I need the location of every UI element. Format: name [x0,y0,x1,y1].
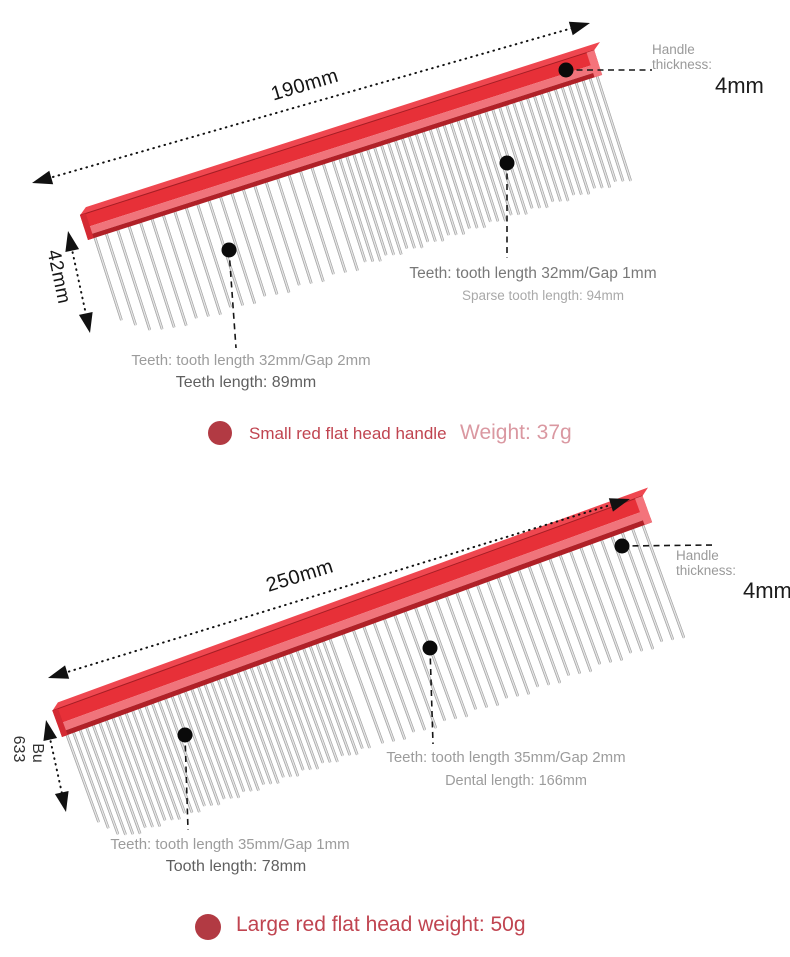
bullet-dot-small [208,421,232,445]
handle-thickness-label-top: Handle thickness: [652,42,713,73]
leader-fine-teeth-top [499,155,515,258]
side-label-bu: Bu [29,743,46,763]
small-comb-caption: Small red flat head handle [249,424,447,443]
coarse-teeth-annotation-bottom: Teeth: tooth length 35mm/Gap 2mm [386,749,626,766]
handle-thickness-label-bottom: Handle thickness: [676,548,737,579]
coarse-teeth-length-bottom: Dental length: 166mm [445,773,587,789]
large-comb-caption: Large red flat head weight: 50g [236,913,526,936]
small-comb-illustration [79,42,632,331]
coarse-teeth-length-top: Teeth length: 89mm [175,374,317,391]
handle-thickness-value-bottom: 4mm [743,578,790,603]
fine-teeth-annotation-top: Teeth: tooth length 32mm/Gap 1mm [409,265,657,282]
leader-handle-thickness-top [558,62,652,78]
fine-teeth-annotation-bottom: Teeth: tooth length 35mm/Gap 1mm [110,836,350,853]
leader-handle-thickness-bottom [614,538,715,554]
dimension-arrow-250mm [48,498,630,679]
handle-thickness-value-top: 4mm [715,73,764,98]
coarse-teeth-annotation-top: Teeth: tooth length 32mm/Gap 2mm [131,352,371,369]
fine-teeth-length-bottom: Tooth length: 78mm [165,858,307,875]
leader-coarse-teeth-bottom [422,640,438,745]
fine-teeth-sub-annotation-top: Sparse tooth length: 94mm [461,288,625,303]
side-label-633: 633 [10,735,27,763]
dimension-arrow-42mm [65,231,93,333]
dimension-arrow-height-bottom [43,720,69,812]
large-comb-illustration [52,487,686,836]
leader-coarse-teeth-top [221,242,237,349]
leader-fine-teeth-bottom [177,727,193,831]
dimension-arrow-190mm [32,21,590,185]
bullet-dot-large [195,914,221,940]
small-comb-weight: Weight: 37g [460,421,572,444]
